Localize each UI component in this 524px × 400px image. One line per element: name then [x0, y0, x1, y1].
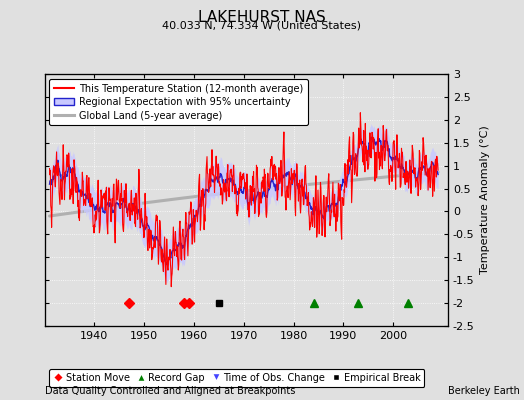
- Y-axis label: Temperature Anomaly (°C): Temperature Anomaly (°C): [480, 126, 490, 274]
- Text: LAKEHURST NAS: LAKEHURST NAS: [198, 10, 326, 25]
- Text: Data Quality Controlled and Aligned at Breakpoints: Data Quality Controlled and Aligned at B…: [45, 386, 295, 396]
- Text: Berkeley Earth: Berkeley Earth: [448, 386, 520, 396]
- Text: 40.033 N, 74.334 W (United States): 40.033 N, 74.334 W (United States): [162, 21, 362, 31]
- Legend: Station Move, Record Gap, Time of Obs. Change, Empirical Break: Station Move, Record Gap, Time of Obs. C…: [49, 369, 424, 387]
